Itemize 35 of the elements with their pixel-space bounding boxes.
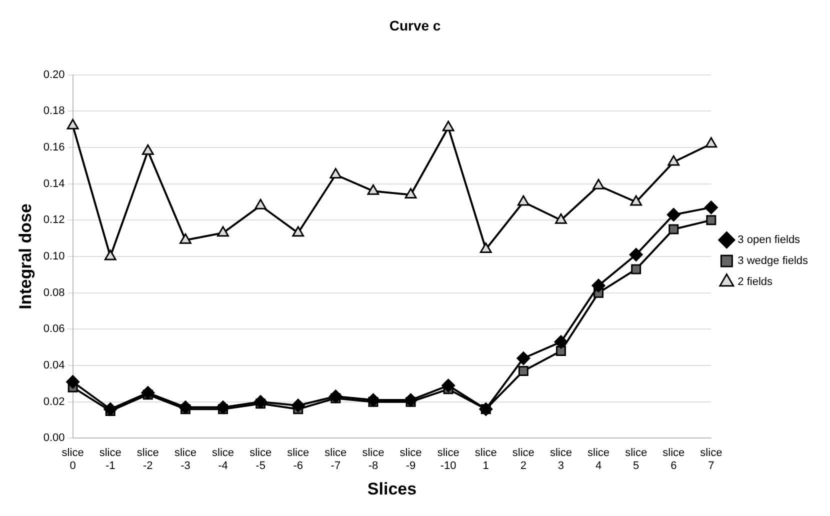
x-tick-label: slice 7 <box>700 446 722 472</box>
x-tick-label: slice 0 <box>62 446 84 472</box>
legend-label: 3 open fields <box>738 234 801 246</box>
y-tick-label: 0.12 <box>43 214 65 226</box>
x-tick-label: slice -5 <box>250 446 272 472</box>
x-tick-label: slice -1 <box>99 446 122 472</box>
legend-label: 2 fields <box>738 276 774 288</box>
y-tick-label: 0.04 <box>43 360 65 372</box>
x-tick-label: slice -9 <box>400 446 422 472</box>
y-tick-label: 0.20 <box>43 68 65 81</box>
x-tick-label: slice 6 <box>662 446 685 472</box>
y-tick-label: 0.14 <box>43 178 65 190</box>
y-tick-label: 0.16 <box>43 142 65 154</box>
x-tick-label: slice -2 <box>136 446 159 472</box>
x-tick-label: slice -10 <box>437 446 460 472</box>
x-tick-label: slice -4 <box>212 446 234 472</box>
x-tick-label: slice -7 <box>324 446 347 472</box>
x-axis-title: Slices <box>367 479 417 498</box>
y-tick-label: 0.18 <box>43 105 65 118</box>
y-tick-label: 0.02 <box>43 396 65 408</box>
y-tick-label: 0.10 <box>43 250 65 263</box>
x-tick-label: slice 1 <box>474 446 497 472</box>
y-axis-title: Integral dose <box>16 204 35 310</box>
y-tick-label: 0.00 <box>43 432 65 444</box>
chart-title: Curve c <box>389 17 441 34</box>
x-tick-label: slice -6 <box>287 446 310 472</box>
x-tick-label: slice 5 <box>625 446 648 472</box>
x-tick-label: slice -3 <box>174 446 196 472</box>
y-tick-label: 0.08 <box>43 286 65 299</box>
legend-label: 3 wedge fields <box>738 255 808 268</box>
x-tick-label: slice 3 <box>550 446 572 472</box>
x-tick-label: slice 2 <box>512 446 534 472</box>
y-tick-label: 0.06 <box>43 323 65 336</box>
x-tick-label: slice 4 <box>588 446 610 472</box>
x-tick-label: slice -8 <box>362 446 384 472</box>
